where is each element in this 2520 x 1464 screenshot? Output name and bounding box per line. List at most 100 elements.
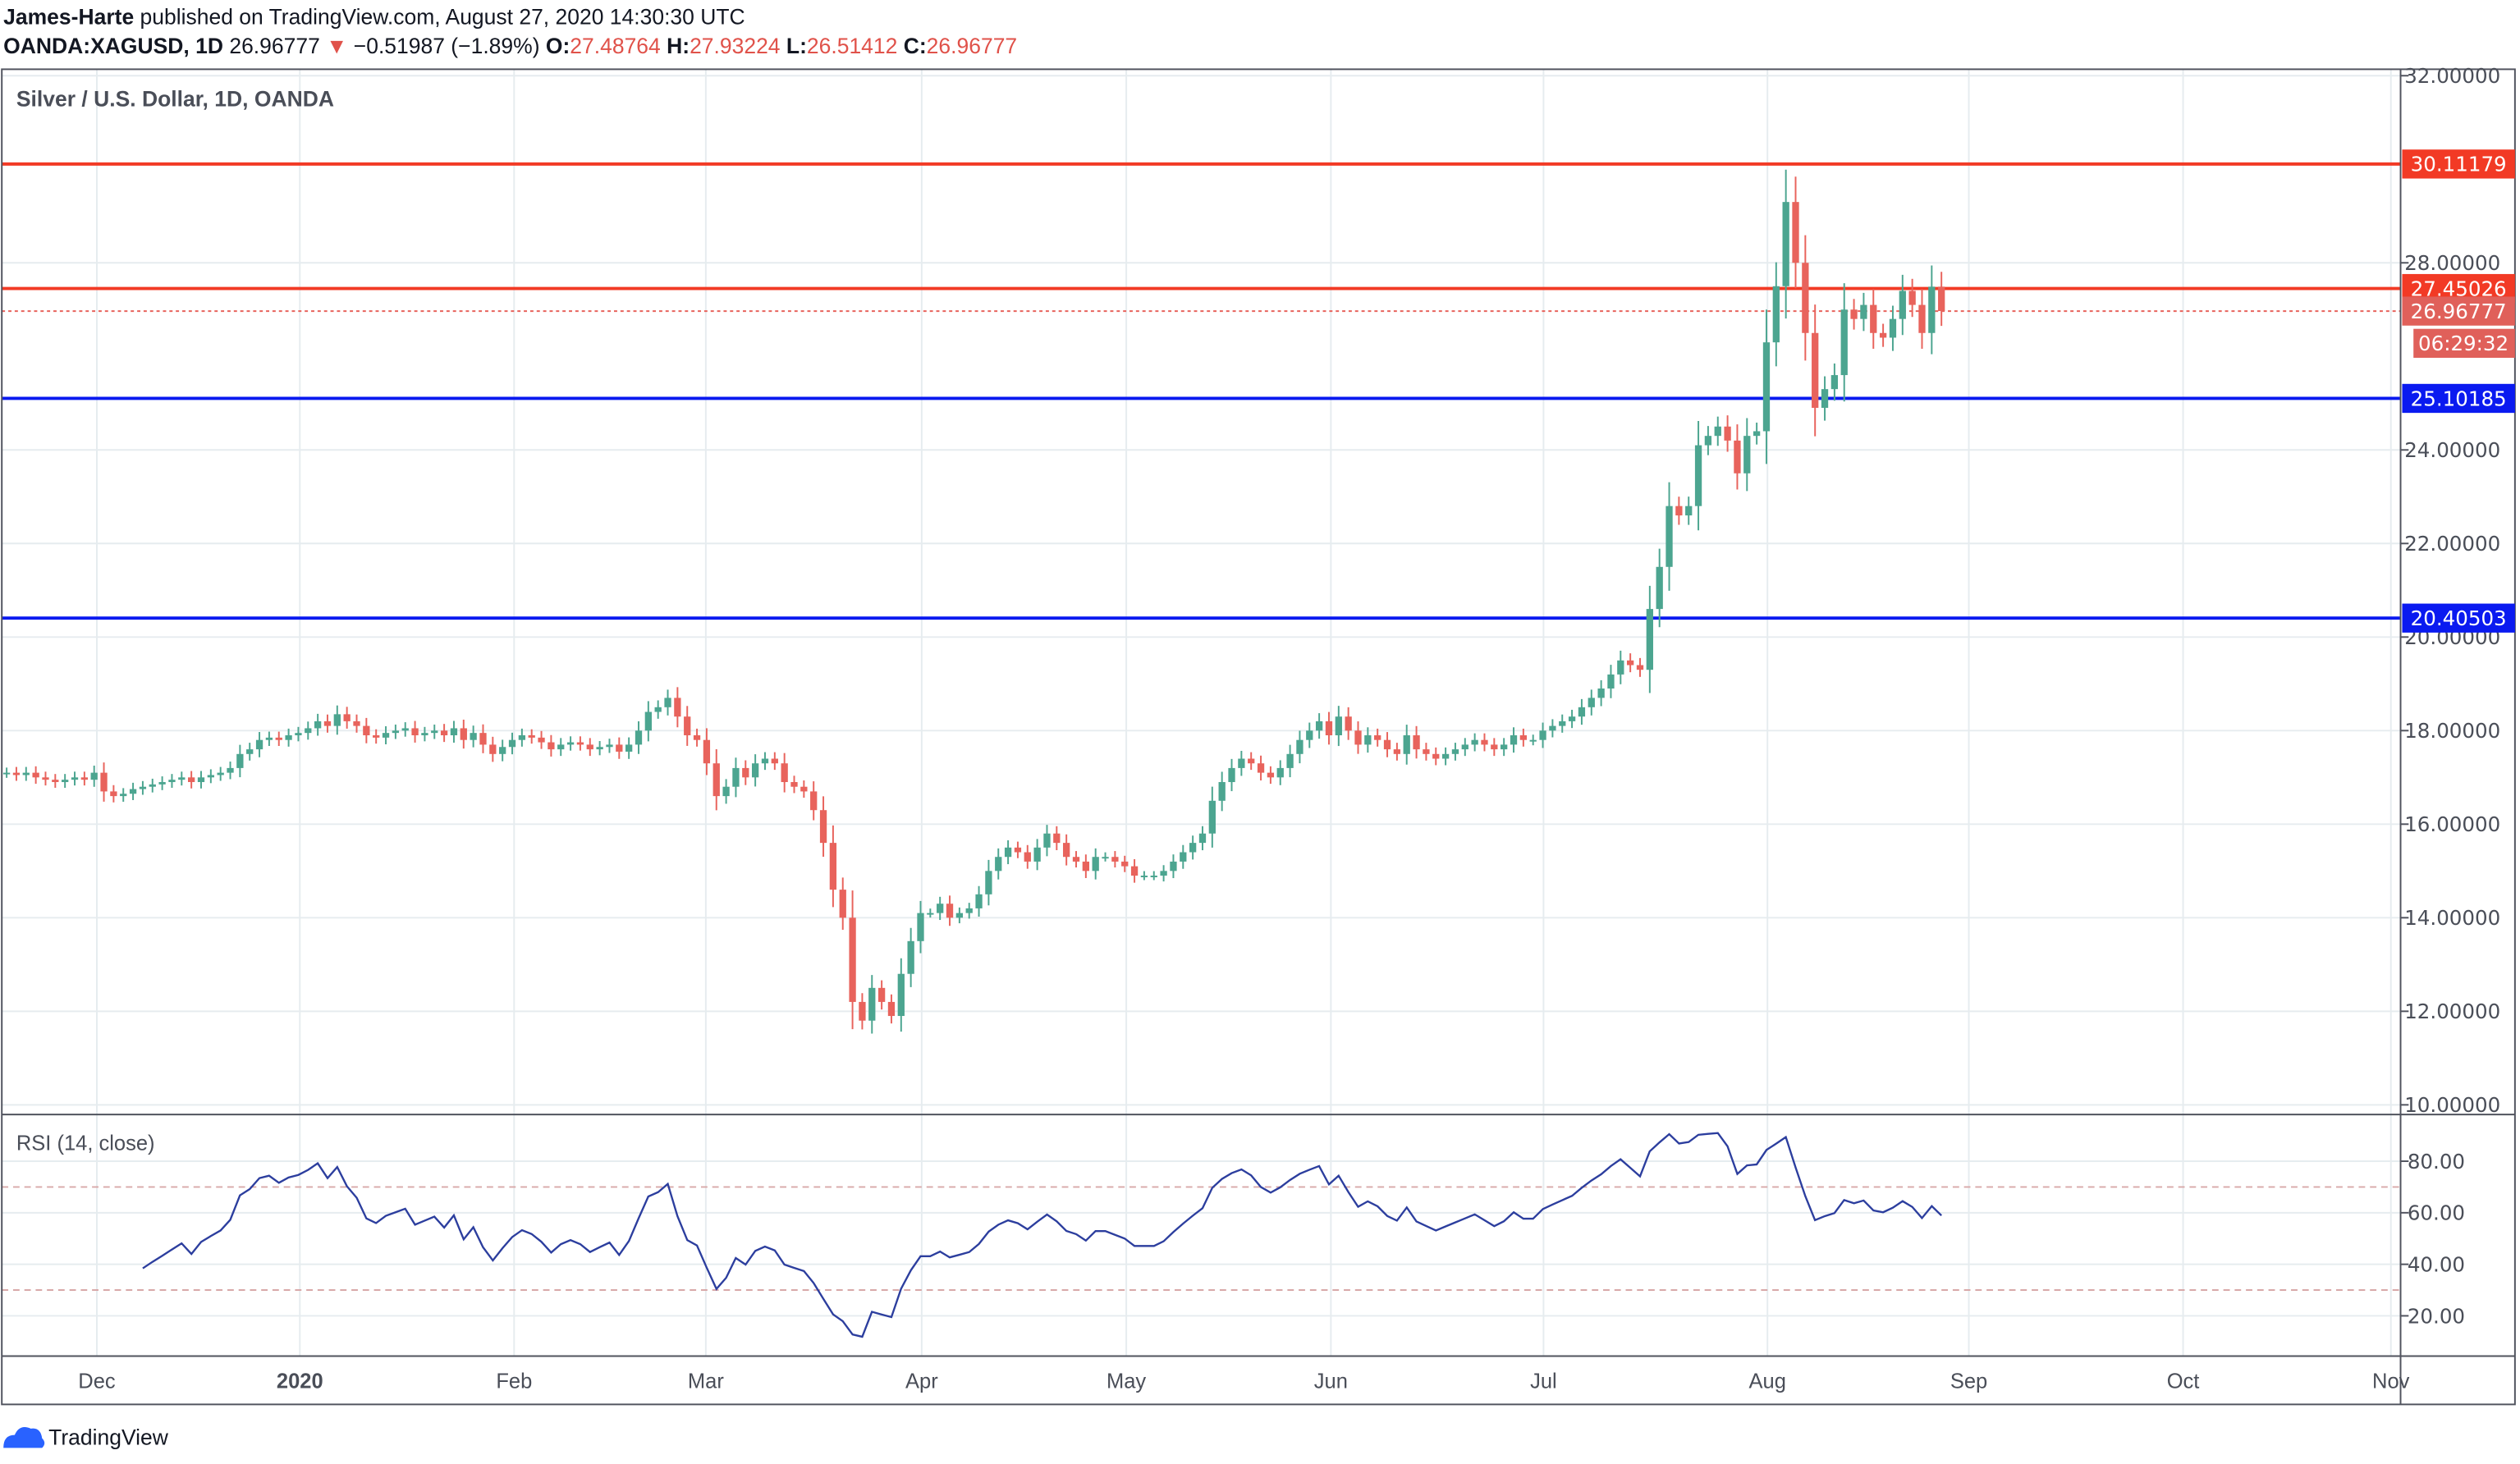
candle-body bbox=[1636, 665, 1644, 670]
candle bbox=[937, 896, 944, 921]
candle-body bbox=[1850, 309, 1858, 319]
candle bbox=[90, 765, 98, 787]
candle-body bbox=[771, 758, 778, 764]
candle bbox=[985, 859, 992, 906]
candle bbox=[1646, 585, 1653, 693]
candle-body bbox=[129, 789, 137, 794]
candle-body bbox=[1335, 716, 1342, 736]
candle bbox=[1501, 738, 1508, 757]
author[interactable]: James-Harte bbox=[3, 4, 134, 29]
candle-body bbox=[2, 772, 11, 775]
candle bbox=[887, 994, 896, 1024]
candles bbox=[2, 169, 1945, 1034]
candle bbox=[684, 706, 691, 746]
candle-body bbox=[839, 890, 846, 918]
candle-body bbox=[917, 913, 924, 941]
candle-body bbox=[1918, 304, 1926, 333]
candle-body bbox=[285, 735, 292, 740]
candle bbox=[1685, 496, 1693, 525]
candle bbox=[1850, 299, 1858, 330]
candle bbox=[635, 721, 643, 754]
candle-body bbox=[1354, 730, 1362, 745]
candle bbox=[236, 744, 244, 778]
candle bbox=[382, 726, 390, 745]
candle-body bbox=[314, 721, 322, 729]
price-axis[interactable]: 32.0000028.0000024.0000022.0000020.00000… bbox=[2400, 64, 2501, 1328]
last-price-label: 26.96777 bbox=[2411, 300, 2507, 323]
candle bbox=[1004, 840, 1012, 865]
candle bbox=[703, 728, 711, 775]
candle-body bbox=[62, 780, 69, 783]
candle bbox=[897, 958, 905, 1032]
candle bbox=[1248, 752, 1255, 771]
candle-body bbox=[1889, 318, 1897, 338]
candle-body bbox=[625, 744, 633, 752]
candle bbox=[586, 738, 593, 757]
candle bbox=[1549, 719, 1556, 738]
candle-body bbox=[1782, 202, 1789, 286]
brand-name: TradingView bbox=[48, 1425, 169, 1449]
candle bbox=[1782, 169, 1789, 319]
candle bbox=[22, 766, 30, 781]
candle bbox=[363, 717, 370, 743]
chart-frame bbox=[1, 68, 2516, 1406]
candle-body bbox=[1772, 286, 1780, 343]
candle bbox=[1656, 548, 1663, 628]
candle bbox=[528, 729, 535, 744]
candle-body bbox=[90, 772, 98, 780]
candle bbox=[285, 728, 292, 747]
candle-body bbox=[1189, 843, 1197, 853]
candle bbox=[392, 724, 400, 739]
cloud-icon bbox=[3, 1427, 45, 1448]
candle bbox=[1802, 235, 1809, 361]
candle-body bbox=[1228, 767, 1235, 783]
candle bbox=[1413, 725, 1420, 759]
candle-body bbox=[1597, 689, 1605, 698]
candle bbox=[110, 785, 117, 803]
candle bbox=[1393, 743, 1401, 761]
candle-body bbox=[1198, 833, 1207, 844]
candle bbox=[829, 825, 837, 908]
candle bbox=[975, 885, 983, 917]
candle-body bbox=[1549, 725, 1556, 731]
close-value: 26.96777 bbox=[927, 34, 1017, 58]
time-tick-label: Jun bbox=[1314, 1370, 1348, 1393]
candle-body bbox=[1296, 739, 1304, 754]
candle-body bbox=[120, 794, 127, 797]
candle-body bbox=[217, 772, 224, 775]
candle-body bbox=[1908, 291, 1916, 305]
candle bbox=[771, 752, 778, 771]
candle-body bbox=[1248, 758, 1255, 764]
candle-body bbox=[1432, 753, 1440, 759]
candle-body bbox=[1539, 730, 1546, 740]
candle bbox=[1918, 289, 1926, 350]
symbol-line: OANDA:XAGUSD, 1D 26.96777 ▼ −0.51987 (−1… bbox=[3, 34, 1017, 58]
candle-body bbox=[1130, 866, 1139, 876]
candle bbox=[722, 779, 730, 804]
publish-info: published on TradingView.com, August 27,… bbox=[140, 4, 745, 29]
candle bbox=[732, 757, 740, 798]
candle-body bbox=[1704, 436, 1712, 446]
candle-body bbox=[576, 742, 584, 745]
candle-body bbox=[1063, 843, 1070, 858]
candle-body bbox=[1014, 847, 1022, 853]
candle-body bbox=[80, 777, 89, 780]
candle bbox=[1238, 750, 1245, 776]
price-tick-label: 10.00000 bbox=[2404, 1093, 2500, 1117]
candle bbox=[460, 719, 467, 749]
candle-body bbox=[139, 786, 147, 789]
time-axis[interactable]: Dec 2020 Feb Mar Apr May Jun Jul Aug Sep Oct Nov bbox=[78, 1370, 2409, 1393]
candle-body bbox=[333, 714, 341, 726]
candle-body bbox=[1588, 698, 1595, 707]
countdown-label: 06:29:32 bbox=[2418, 332, 2509, 355]
tradingview-logo[interactable]: TradingView bbox=[3, 1425, 169, 1449]
candle-body bbox=[12, 772, 21, 775]
candle bbox=[52, 774, 59, 788]
candle-body bbox=[1082, 861, 1089, 872]
candle-body bbox=[1471, 739, 1478, 745]
candle bbox=[654, 700, 662, 719]
candle bbox=[1286, 744, 1294, 778]
candle bbox=[849, 890, 856, 1030]
candle-body bbox=[1743, 436, 1751, 474]
candle-body bbox=[800, 786, 808, 792]
